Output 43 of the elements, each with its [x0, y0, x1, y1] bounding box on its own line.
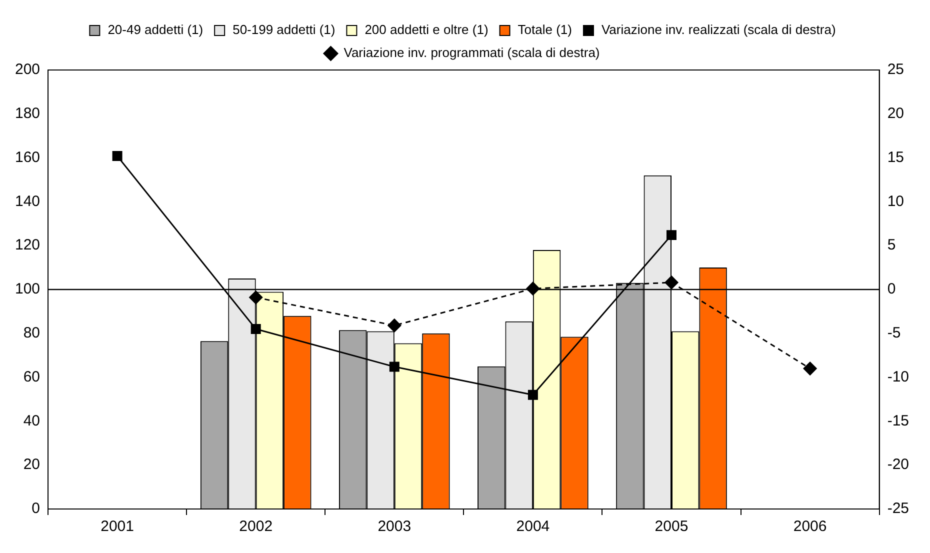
y-tick-label: 120	[14, 236, 40, 254]
point	[112, 151, 122, 162]
x-tick-label: 2002	[239, 518, 273, 536]
point	[249, 290, 263, 304]
y2-tick-label: 15	[887, 148, 904, 166]
y2-tick-label: 25	[887, 61, 904, 78]
y2-tick-label: 0	[887, 280, 896, 298]
legend-label: 50-199 addetti (1)	[232, 22, 336, 38]
y-tick-label: 200	[14, 61, 40, 78]
point	[803, 362, 817, 376]
y-tick-label: 180	[14, 105, 40, 122]
x-tick-label: 2006	[793, 518, 827, 536]
x-tick-label: 2004	[516, 518, 550, 536]
point	[389, 362, 400, 372]
y2-tick-label: 20	[887, 105, 904, 122]
point	[388, 318, 402, 332]
y-tick-label: 60	[23, 368, 40, 386]
y-tick-label: 160	[14, 148, 40, 166]
y2-tick-label: -5	[887, 324, 901, 342]
y2-tick-label: 5	[887, 236, 896, 254]
x-tick-label: 2003	[378, 518, 412, 536]
y2-tick-label: -20	[887, 456, 910, 474]
legend-label: 200 addetti e oltre (1)	[364, 22, 488, 38]
y-tick-label: 20	[23, 456, 40, 474]
point	[664, 276, 678, 290]
y2-tick-label: -25	[887, 500, 910, 518]
point	[250, 324, 261, 334]
legend-label: Totale (1)	[518, 22, 572, 38]
legend-label: Variazione inv. programmati (scala di destra)	[344, 45, 600, 60]
y2-tick-label: 10	[887, 192, 904, 210]
x-tick-label: 2005	[654, 518, 688, 536]
y2-tick-label: -10	[887, 368, 910, 386]
y-tick-label: 140	[14, 192, 40, 210]
x-tick-label: 2001	[100, 518, 134, 536]
legend-label: Variazione inv. realizzati (scala di destra)	[601, 22, 836, 38]
y-tick-label: 40	[23, 412, 40, 430]
point	[666, 230, 676, 240]
y-tick-label: 0	[32, 500, 40, 518]
point	[528, 390, 538, 400]
y2-tick-label: -15	[887, 412, 910, 430]
y-tick-label: 80	[23, 324, 40, 342]
legend-label: 20-49 addetti (1)	[108, 22, 204, 38]
y-tick-label: 100	[14, 280, 40, 298]
